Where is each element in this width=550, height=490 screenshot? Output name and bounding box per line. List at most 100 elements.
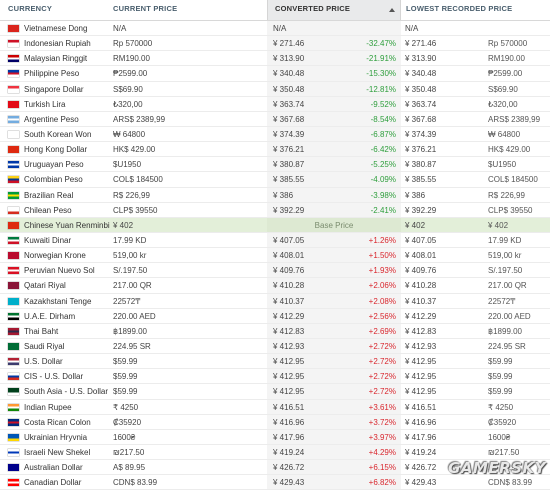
lowest-recorded-local: ARS$ 2389,99	[488, 114, 541, 124]
converted-price: ¥ 271.46	[273, 39, 305, 49]
price-difference-percent: +1.93%	[368, 266, 396, 276]
table-row[interactable]: Saudi Riyal 224.95 SR ¥ 412.93 +2.72% ¥ 412.…	[0, 338, 550, 355]
currency-name: Indonesian Rupiah	[24, 39, 91, 49]
table-row[interactable]: Colombian Peso COL$ 184500 ¥ 385.55 -4.09% ¥…	[0, 172, 550, 188]
table-body: Vietnamese Dong N/A N/A N/A Indonesian Rupia…	[0, 21, 550, 490]
table-row[interactable]: U.A.E. Dirham 220.00 AED ¥ 412.29 +2.56% ¥ 4…	[0, 308, 550, 324]
price-difference-percent: -6.87%	[370, 129, 396, 139]
converted-column-background	[267, 202, 401, 217]
table-row[interactable]: Chilean Peso CLP$ 39550 ¥ 392.29 -2.41% ¥ 39…	[0, 202, 550, 218]
current-price: S/.197.50	[113, 266, 148, 276]
table-row[interactable]: Israeli New Shekel ₪217.50 ¥ 419.24 +4.29% ¥…	[0, 444, 550, 461]
lowest-recorded-converted: ¥ 385.55	[405, 175, 437, 185]
currency-name: Peruvian Nuevo Sol	[24, 266, 95, 276]
price-difference-percent: -6.42%	[370, 145, 396, 155]
lowest-recorded-local: ฿1899.00	[488, 326, 523, 336]
country-flag-icon	[8, 130, 19, 138]
country-flag-icon	[8, 282, 19, 290]
lowest-recorded-local: ₺320,00	[488, 99, 518, 109]
table-row[interactable]: Thai Baht ฿1899.00 ¥ 412.83 +2.69% ¥ 412.83 ฿…	[0, 323, 550, 339]
table-row[interactable]: Philippine Peso ₱2599.00 ¥ 340.48 -15.30% ¥ …	[0, 66, 550, 82]
currency-name: Israeli New Shekel	[24, 447, 91, 457]
current-price: ₡35920	[113, 417, 142, 427]
table-row[interactable]: South Korean Won ₩ 64800 ¥ 374.39 -6.87% ¥ 3…	[0, 126, 550, 143]
current-price: ฿1899.00	[113, 326, 148, 336]
converted-price: ¥ 410.28	[273, 281, 305, 291]
table-row[interactable]: Hong Kong Dollar HK$ 429.00 ¥ 376.21 -6.42%…	[0, 142, 550, 158]
table-row[interactable]: Costa Rican Colon ₡35920 ¥ 416.96 +3.72% ¥ 4…	[0, 414, 550, 430]
table-row[interactable]: South Asia - U.S. Dollar $59.99 ¥ 412.95 +2…	[0, 384, 550, 400]
converted-column-background	[267, 126, 401, 142]
converted-column-background	[267, 157, 401, 172]
converted-price: ¥ 412.29	[273, 311, 305, 321]
lowest-recorded-converted: ¥ 386	[405, 190, 426, 200]
table-row[interactable]: Norwegian Krone 519,00 kr ¥ 408.01 +1.50% ¥ …	[0, 248, 550, 264]
table-row[interactable]: Chinese Yuan Renminbi ¥ 402 Base Price ¥ 40…	[0, 217, 550, 233]
price-difference-percent: -32.47%	[366, 39, 396, 49]
converted-column-background	[267, 36, 401, 51]
table-row[interactable]: Argentine Peso ARS$ 2389,99 ¥ 367.68 -8.54%…	[0, 111, 550, 127]
country-flag-icon	[8, 418, 19, 426]
converted-price: ¥ 412.95	[273, 357, 305, 367]
table-row[interactable]: Uruguayan Peso $U1950 ¥ 380.87 -5.25% ¥ 380.…	[0, 157, 550, 173]
converted-price: ¥ 380.87	[273, 160, 305, 170]
currency-name: South Korean Won	[24, 129, 92, 139]
converted-price: ¥ 386	[273, 190, 294, 200]
price-difference-percent: +3.97%	[368, 432, 396, 442]
country-flag-icon	[8, 267, 19, 275]
currency-name: Ukrainian Hryvnia	[24, 432, 88, 442]
converted-price: ¥ 376.21	[273, 145, 305, 155]
current-price: N/A	[113, 24, 127, 33]
converted-column-background	[267, 187, 401, 202]
lowest-recorded-converted: ¥ 313.90	[405, 54, 437, 64]
watermark-logo: GAMERSKY	[448, 459, 546, 477]
country-flag-icon	[8, 433, 19, 441]
table-row[interactable]: Brazilian Real R$ 226,99 ¥ 386 -3.98% ¥ 386 R…	[0, 187, 550, 203]
table-row[interactable]: CIS - U.S. Dollar $59.99 ¥ 412.95 +2.72% ¥ 4…	[0, 369, 550, 385]
column-header-current-price[interactable]: CURRENT PRICE	[113, 4, 178, 13]
table-row[interactable]: Kuwaiti Dinar 17.99 KD ¥ 407.05 +1.26% ¥ 407…	[0, 232, 550, 249]
current-price: ₺320,00	[113, 99, 143, 109]
table-row[interactable]: Peruvian Nuevo Sol S/.197.50 ¥ 409.76 +1.93…	[0, 263, 550, 279]
sort-ascending-icon[interactable]	[389, 8, 395, 12]
table-row[interactable]: Turkish Lira ₺320,00 ¥ 363.74 -9.52% ¥ 363.7…	[0, 96, 550, 112]
converted-price: ¥ 374.39	[273, 129, 305, 139]
lowest-recorded-local: $59.99	[488, 357, 513, 367]
country-flag-icon	[8, 236, 19, 244]
current-price: ₱2599.00	[113, 69, 148, 79]
table-row[interactable]: Australian Dollar A$ 89.95 ¥ 426.72 +6.15% ¥…	[0, 460, 550, 476]
country-flag-icon	[8, 388, 19, 396]
current-price: ARS$ 2389,99	[113, 114, 166, 124]
converted-price: ¥ 412.95	[273, 387, 305, 397]
table-row[interactable]: Qatari Riyal 217.00 QR ¥ 410.28 +2.06% ¥ 410…	[0, 278, 550, 294]
table-row[interactable]: Canadian Dollar CDN$ 83.99 ¥ 429.43 +6.82% ¥…	[0, 475, 550, 490]
table-row[interactable]: U.S. Dollar $59.99 ¥ 412.95 +2.72% ¥ 412.95 $…	[0, 354, 550, 370]
lowest-recorded-local: ₩ 64800	[488, 129, 521, 139]
column-header-converted-price[interactable]: CONVERTED PRICE	[267, 0, 401, 20]
converted-column-background	[267, 460, 401, 475]
table-row[interactable]: Malaysian Ringgit RM190.00 ¥ 313.90 -21.91%…	[0, 51, 550, 67]
price-difference-percent: +2.56%	[368, 311, 396, 321]
currency-name: Singapore Dollar	[24, 84, 84, 94]
price-difference-percent: +2.72%	[368, 357, 396, 367]
table-row[interactable]: Singapore Dollar S$69.90 ¥ 350.48 -12.81% ¥ …	[0, 81, 550, 97]
table-row[interactable]: Indian Rupee ₹ 4250 ¥ 416.51 +3.61% ¥ 416.51…	[0, 399, 550, 415]
table-row[interactable]: Kazakhstani Tenge 22572₸ ¥ 410.37 +2.08% ¥ 4…	[0, 293, 550, 309]
lowest-recorded-converted: ¥ 380.87	[405, 160, 437, 170]
country-flag-icon	[8, 327, 19, 335]
price-difference-percent: +4.29%	[368, 447, 396, 457]
currency-name: Argentine Peso	[24, 114, 79, 124]
currency-name: Thai Baht	[24, 326, 59, 336]
current-price: ₹ 4250	[113, 402, 139, 412]
column-header-currency[interactable]: CURRENCY	[8, 4, 53, 13]
table-row[interactable]: Indonesian Rupiah Rp 570000 ¥ 271.46 -32.47…	[0, 36, 550, 52]
lowest-recorded-local: ₪217.50	[488, 447, 520, 457]
column-header-lowest-recorded-price[interactable]: LOWEST RECORDED PRICE	[406, 4, 513, 13]
table-row[interactable]: Vietnamese Dong N/A N/A N/A	[0, 21, 550, 37]
converted-price: ¥ 429.43	[273, 478, 305, 488]
lowest-recorded-local: ₱2599.00	[488, 69, 523, 79]
table-row[interactable]: Ukrainian Hryvnia 1600₴ ¥ 417.96 +3.97% ¥ 41…	[0, 429, 550, 445]
lowest-recorded-converted: ¥ 392.29	[405, 205, 437, 215]
current-price: ¥ 402	[113, 220, 134, 230]
